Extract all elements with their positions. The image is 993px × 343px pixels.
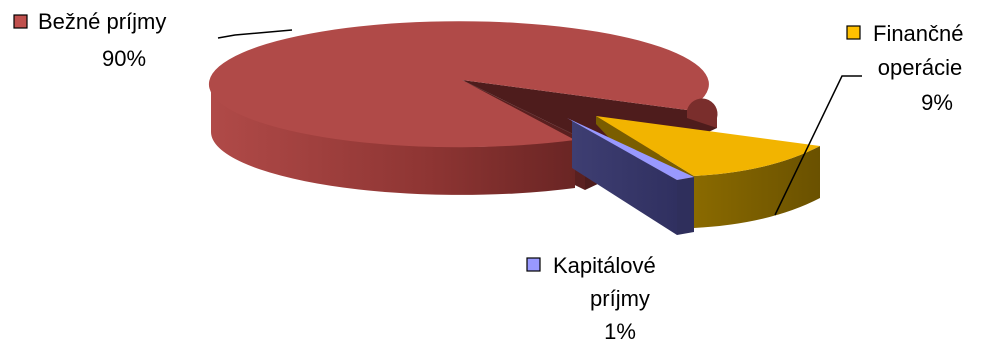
label-financne-operacie: Finančné operácie 9% — [846, 21, 964, 115]
label-bezne-prijmy-line-1: Bežné príjmy — [38, 9, 166, 34]
label-kapitalove-prijmy-swatch — [526, 257, 541, 272]
leader-line-bezne-prijmy — [217, 29, 293, 39]
slice-bezne-prijmy-top — [208, 21, 709, 148]
slice-financne-operacie-side — [694, 146, 820, 228]
label-kapitalove-prijmy: Kapitálové príjmy 1% — [526, 253, 656, 343]
slice-financne-operacie-top — [596, 116, 820, 176]
slice-kapitalove-prijmy-side — [572, 120, 677, 235]
label-bezne-prijmy-swatch — [13, 14, 28, 29]
slice-kapitalove-prijmy-front — [677, 177, 694, 235]
slice-bezne-prijmy-side — [211, 85, 575, 195]
label-kapitalove-prijmy-line-2: príjmy — [590, 286, 650, 311]
label-financne-operacie-value: 9% — [921, 90, 953, 115]
label-kapitalove-prijmy-value: 1% — [604, 319, 636, 343]
label-financne-operacie-swatch — [846, 25, 861, 40]
slice-kapitalove-prijmy-top — [567, 118, 694, 180]
slice-kapitalove-prijmy — [567, 118, 694, 235]
slice-bezne-prijmy-rim — [687, 98, 718, 128]
label-financne-operacie-line-1: Finančné — [873, 21, 964, 46]
leader-line-financne-operacie — [774, 75, 862, 216]
label-financne-operacie-line-2: operácie — [878, 55, 962, 80]
label-bezne-prijmy: Bežné príjmy 90% — [13, 9, 166, 71]
label-kapitalove-prijmy-line-1: Kapitálové — [553, 253, 656, 278]
label-bezne-prijmy-value: 90% — [102, 46, 146, 71]
